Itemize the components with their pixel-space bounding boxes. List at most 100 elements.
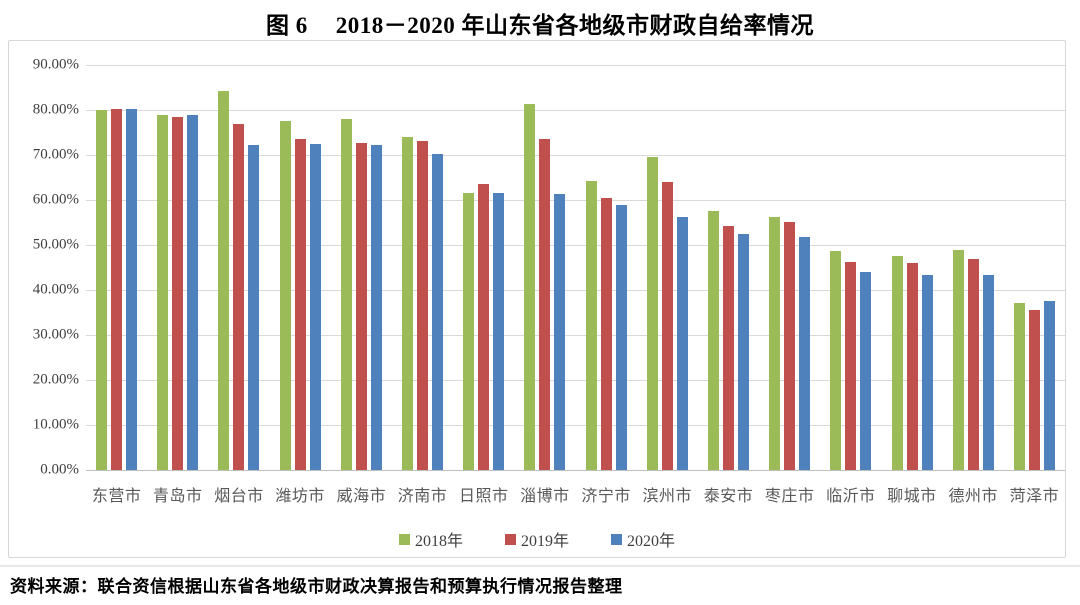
- gridline-80: [86, 110, 1065, 111]
- bar-group-东营市: [86, 65, 147, 470]
- gridline-10: [86, 425, 1065, 426]
- bar-2018年-泰安市: [707, 210, 719, 470]
- bar-2018年-济南市: [402, 137, 414, 470]
- x-tick-label-泰安市: 泰安市: [703, 488, 754, 505]
- x-tick-label-淄博市: 淄博市: [520, 488, 570, 505]
- gridline-70: [86, 155, 1065, 156]
- legend: 2018年 2019年 2020年: [9, 527, 1065, 551]
- gridline-0: [86, 470, 1065, 471]
- bar-2018年-威海市: [340, 118, 352, 470]
- chart-frame: 90.00% 80.00% 70.00% 60.00% 50.00% 40.00% 30.0…: [8, 40, 1066, 558]
- bar-2019年-东营市: [111, 108, 123, 470]
- x-tick-label-滨州市: 滨州市: [642, 488, 693, 505]
- bar-2019年-枣庄市: [784, 222, 796, 470]
- bar-2019年-威海市: [355, 142, 367, 470]
- bar-2020年-烟台市: [248, 145, 260, 470]
- y-tick-label-40: 40.00%: [32, 281, 79, 298]
- y-tick-label-50: 50.00%: [32, 236, 79, 253]
- bar-2020年-青岛市: [187, 114, 199, 470]
- bar-2020年-潍坊市: [309, 144, 321, 470]
- bar-2020年-日照市: [493, 192, 505, 470]
- x-tick-label-东营市: 东营市: [91, 488, 142, 505]
- legend-swatch-icon: [611, 533, 622, 545]
- bar-2019年-德州市: [967, 258, 979, 470]
- legend-item-2019年: 2019年: [504, 527, 569, 551]
- y-tick-label-30: 30.00%: [32, 326, 79, 343]
- bar-2020年-滨州市: [676, 216, 688, 470]
- legend-item-2018年: 2018年: [398, 527, 463, 551]
- gridline-30: [86, 335, 1065, 336]
- x-axis-labels: 东营市 青岛市 烟台市 潍坊市 威海市 济南市 日照市 淄博市 济宁市 滨州市 泰安市 枣庄市 临沂市聊…: [86, 482, 1065, 505]
- figure-title-text: 2018－2020 年山东省各地级市财政自给率情况: [335, 13, 814, 38]
- bar-2020年-枣庄市: [799, 236, 811, 470]
- x-tick-label-潍坊市: 潍坊市: [275, 488, 325, 505]
- bar-group-泰安市: [698, 65, 759, 470]
- bar-2019年-滨州市: [661, 182, 673, 470]
- bar-group-威海市: [331, 65, 392, 470]
- gridline-90: [86, 65, 1065, 66]
- bar-2018年-德州市: [952, 250, 964, 470]
- legend-swatch-icon: [504, 533, 516, 545]
- bar-group-济宁市: [576, 65, 637, 470]
- bar-2019年-淄博市: [539, 138, 551, 470]
- x-tick-label-临沂市: 临沂市: [826, 488, 876, 505]
- bar-group-聊城市: [881, 65, 942, 470]
- bar-2018年-淄博市: [524, 104, 536, 470]
- y-tick-label-0: 0.00%: [40, 461, 79, 478]
- bar-2020年-德州市: [982, 274, 994, 470]
- legend-label: 2020年: [627, 533, 676, 550]
- bar-2020年-济宁市: [615, 204, 627, 470]
- source-note: 资料来源：联合资信根据山东省各地级市财政决算报告和预算执行情况报告整理: [10, 577, 623, 596]
- bar-2020年-临沂市: [860, 272, 872, 470]
- bar-2018年-临沂市: [830, 250, 842, 470]
- x-tick-label-济宁市: 济宁市: [581, 488, 631, 505]
- bar-group-临沂市: [820, 65, 881, 470]
- bar-2018年-东营市: [96, 110, 108, 470]
- x-tick-label-威海市: 威海市: [336, 488, 387, 505]
- bar-2019年-泰安市: [722, 226, 734, 470]
- y-tick-label-20: 20.00%: [32, 371, 79, 388]
- bar-2020年-泰安市: [737, 233, 749, 470]
- gridline-60: [86, 200, 1065, 201]
- bar-2020年-济南市: [432, 153, 444, 470]
- y-tick-label-60: 60.00%: [32, 191, 79, 208]
- y-tick-label-10: 10.00%: [32, 416, 79, 433]
- bar-2019年-济宁市: [600, 197, 612, 470]
- bar-group-淄博市: [514, 65, 575, 470]
- figure-number: 图 6: [266, 13, 308, 38]
- bar-2019年-青岛市: [172, 116, 184, 470]
- bar-2018年-青岛市: [157, 114, 169, 470]
- x-tick-label-青岛市: 青岛市: [153, 488, 203, 505]
- gridline-20: [86, 380, 1065, 381]
- bar-2020年-东营市: [126, 109, 138, 470]
- x-tick-label-枣庄市: 枣庄市: [764, 488, 815, 505]
- gridline-40: [86, 290, 1065, 291]
- chart-title: 图 6 2018－2020 年山东省各地级市财政自给率情况: [0, 6, 1080, 40]
- bar-group-菏泽市: [1004, 65, 1065, 470]
- bar-2018年-烟台市: [218, 91, 230, 470]
- bar-group-潍坊市: [270, 65, 331, 470]
- bar-2019年-临沂市: [845, 262, 857, 470]
- x-tick-label-聊城市: 聊城市: [887, 488, 937, 505]
- x-tick-label-德州市: 德州市: [948, 488, 998, 505]
- bar-group-德州市: [943, 65, 1004, 470]
- bar-2019年-济南市: [417, 141, 429, 470]
- bar-group-滨州市: [637, 65, 698, 470]
- bar-group-日照市: [453, 65, 514, 470]
- bar-2018年-聊城市: [891, 255, 903, 470]
- bar-2018年-日照市: [463, 192, 475, 470]
- bar-2020年-威海市: [370, 145, 382, 470]
- legend-label: 2019年: [520, 533, 569, 550]
- legend-item-2020年: 2020年: [611, 527, 675, 551]
- bar-2018年-济宁市: [585, 181, 597, 470]
- gridline-50: [86, 245, 1065, 246]
- bar-2018年-菏泽市: [1013, 302, 1025, 470]
- y-tick-label-80: 80.00%: [32, 101, 79, 118]
- bar-group-烟台市: [208, 65, 269, 470]
- bar-2018年-滨州市: [646, 156, 658, 470]
- horizontal-rule: [0, 565, 1080, 567]
- bar-2019年-聊城市: [906, 263, 918, 470]
- bar-2020年-淄博市: [554, 193, 566, 470]
- bar-2018年-潍坊市: [279, 120, 291, 470]
- legend-swatch-icon: [398, 533, 410, 545]
